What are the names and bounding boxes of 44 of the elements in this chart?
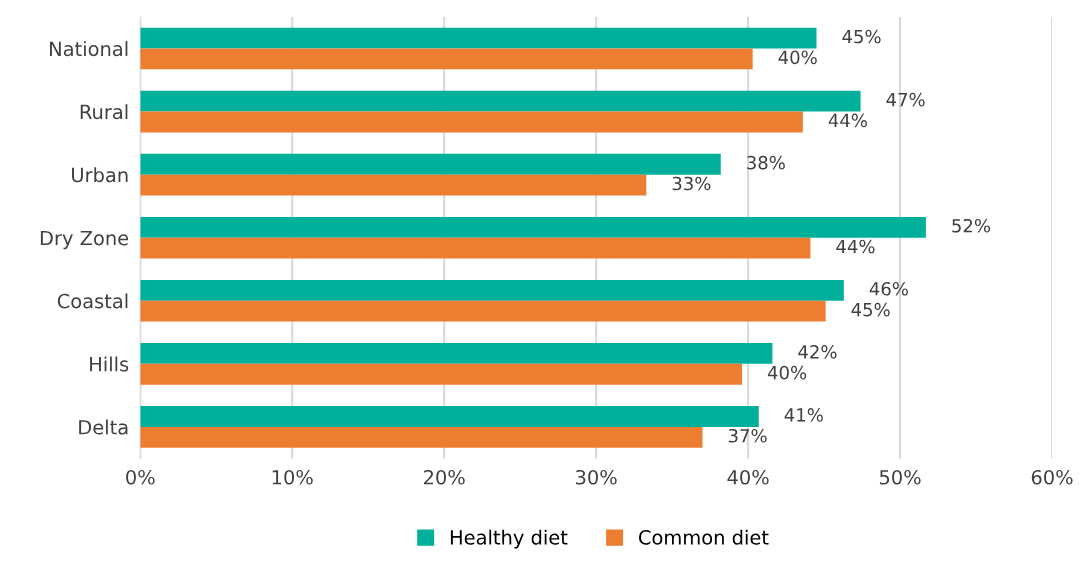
y-tick-label: National: [50, 41, 128, 57]
bar: [140, 48, 753, 70]
x-tick-label: 50%: [879, 469, 921, 485]
bar: [140, 216, 926, 238]
bar: [140, 279, 844, 301]
data-label: 38%: [747, 155, 785, 170]
data-label: 37%: [728, 428, 767, 443]
x-tick-label: 60%: [1031, 469, 1073, 485]
bar: [140, 27, 817, 49]
data-label: 47%: [886, 92, 925, 107]
data-label: 44%: [828, 113, 867, 128]
y-tick-label: Hills: [90, 356, 129, 372]
data-label: 45%: [842, 29, 881, 44]
legend-label: Common diet: [638, 529, 769, 545]
data-label: 41%: [784, 408, 823, 422]
bar: [140, 426, 703, 448]
data-label: 40%: [767, 365, 807, 380]
bar: [140, 111, 803, 133]
x-tick-label: 0%: [126, 469, 155, 485]
bar: [140, 363, 743, 385]
x-tick-label: 30%: [576, 469, 617, 485]
y-tick-label: Delta: [79, 419, 128, 435]
data-label: 46%: [869, 281, 908, 296]
bar: [140, 343, 773, 364]
x-tick-label: 40%: [727, 469, 769, 485]
data-label: 40%: [778, 50, 817, 65]
bar: [140, 406, 759, 427]
y-tick-label: Rural: [80, 104, 128, 120]
data-label: 44%: [836, 239, 875, 254]
bar: [140, 300, 826, 322]
x-tick-label: 20%: [424, 469, 465, 485]
x-tick-label: 10%: [272, 469, 313, 485]
data-label: 42%: [798, 345, 837, 359]
data-label: 52%: [952, 218, 991, 233]
y-tick-label: Coastal: [57, 293, 128, 309]
legend-label: Healthy diet: [450, 529, 568, 549]
bar: [140, 237, 811, 259]
y-tick-label: Urban: [72, 167, 128, 183]
y-tick-label: Dry Zone: [40, 230, 129, 250]
bar: [140, 153, 721, 175]
data-label: 45%: [851, 302, 890, 317]
bar: [140, 174, 647, 196]
data-label: 33%: [672, 176, 711, 191]
bar: [140, 90, 861, 112]
